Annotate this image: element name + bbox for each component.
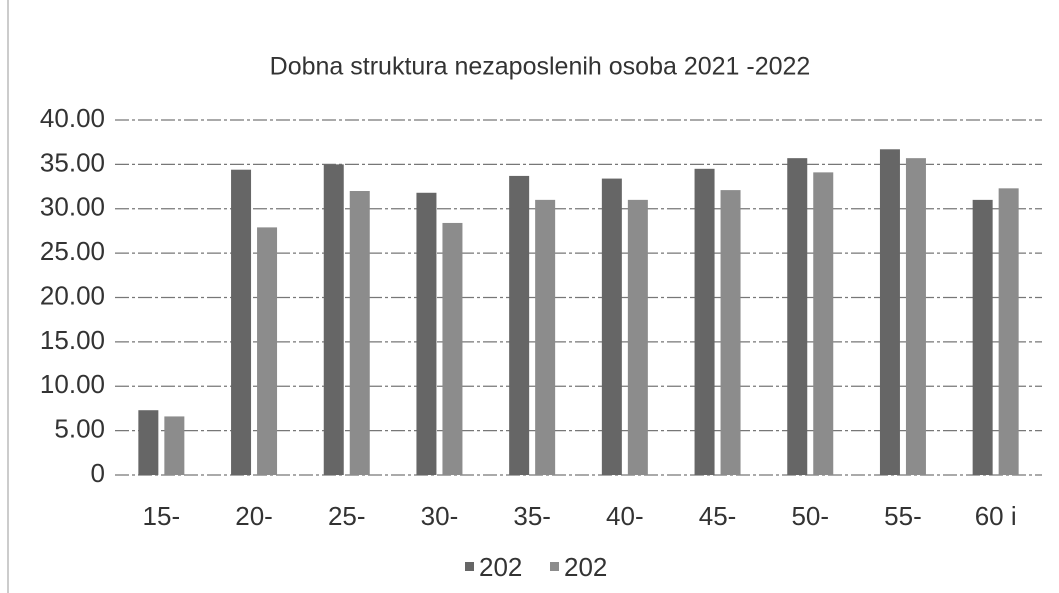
y-tick-label: 25.00 — [40, 236, 105, 266]
bar — [879, 149, 900, 475]
bar — [998, 188, 1019, 475]
bar — [138, 410, 159, 475]
bar — [509, 175, 530, 475]
bar — [416, 192, 437, 475]
legend-label: 202 — [564, 552, 607, 582]
y-tick-label: 30.00 — [40, 192, 105, 222]
y-tick-label: 15.00 — [40, 325, 105, 355]
x-tick-label: 20- — [235, 501, 273, 531]
bar — [535, 199, 556, 475]
bar — [231, 169, 252, 475]
chart-title: Dobna struktura nezaposlenih osoba 2021 … — [270, 53, 811, 81]
bar — [972, 199, 993, 475]
legend-swatch — [465, 562, 474, 571]
x-tick-label: 45- — [699, 501, 737, 531]
bar — [720, 190, 741, 476]
y-tick-label: 10.00 — [40, 369, 105, 399]
x-tick-label: 35- — [513, 501, 551, 531]
bar — [813, 172, 834, 476]
bar — [442, 222, 463, 475]
x-tick-label: 55- — [884, 501, 922, 531]
y-tick-label: 0 — [91, 458, 105, 488]
x-tick-label: 60 i — [975, 501, 1017, 531]
bar — [257, 227, 278, 475]
bar — [164, 416, 185, 475]
bar — [627, 199, 648, 475]
bar — [349, 191, 370, 475]
bar — [323, 164, 344, 475]
y-tick-label: 40.00 — [40, 103, 105, 133]
x-tick-label: 30- — [421, 501, 459, 531]
y-tick-label: 5.00 — [54, 414, 105, 444]
x-tick-label: 15- — [143, 501, 181, 531]
y-tick-label: 35.00 — [40, 147, 105, 177]
x-tick-label: 50- — [791, 501, 829, 531]
y-tick-label: 20.00 — [40, 280, 105, 310]
x-tick-label: 40- — [606, 501, 644, 531]
bar — [905, 158, 926, 475]
bar — [694, 168, 715, 475]
bar — [787, 158, 808, 475]
legend-label: 202 — [479, 552, 522, 582]
bar — [601, 178, 622, 475]
x-tick-label: 25- — [328, 501, 366, 531]
legend-swatch — [550, 562, 559, 571]
